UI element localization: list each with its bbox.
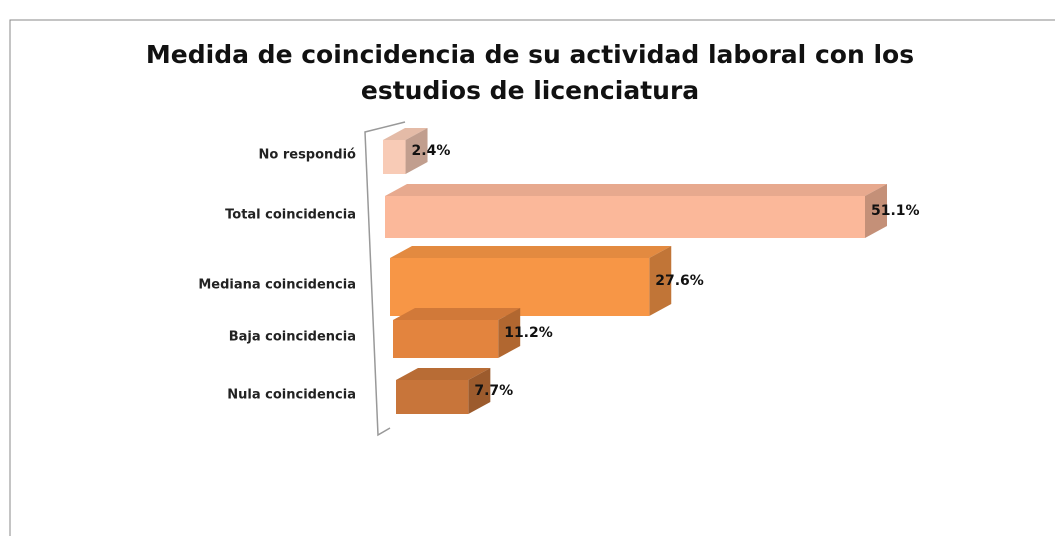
category-label: No respondió xyxy=(259,148,357,163)
category-label: Total coincidencia xyxy=(225,208,356,223)
bar-top xyxy=(385,184,887,196)
bar xyxy=(383,140,406,174)
value-label: 11.2% xyxy=(504,325,553,341)
category-label: Baja coincidencia xyxy=(229,330,356,345)
bar-top xyxy=(396,368,491,380)
category-label: Mediana coincidencia xyxy=(198,278,356,293)
value-label: 2.4% xyxy=(412,143,451,159)
bar xyxy=(385,196,865,238)
bar-side xyxy=(649,246,672,316)
bar xyxy=(393,320,499,358)
bar-side xyxy=(865,184,887,238)
value-label: 51.1% xyxy=(871,203,920,219)
bar-side xyxy=(468,368,491,414)
bar xyxy=(390,258,650,316)
back-wall xyxy=(364,121,406,437)
bar-top xyxy=(393,308,521,320)
bar-top xyxy=(383,128,428,140)
bar xyxy=(396,380,469,414)
bar-side xyxy=(498,308,521,358)
value-label: 7.7% xyxy=(474,383,513,399)
bar-side xyxy=(405,128,428,174)
value-label: 27.6% xyxy=(655,273,704,289)
chart-title: Medida de coincidencia de su actividad l… xyxy=(146,40,914,105)
category-label: Nula coincidencia xyxy=(227,388,356,403)
bar-top xyxy=(390,246,672,258)
